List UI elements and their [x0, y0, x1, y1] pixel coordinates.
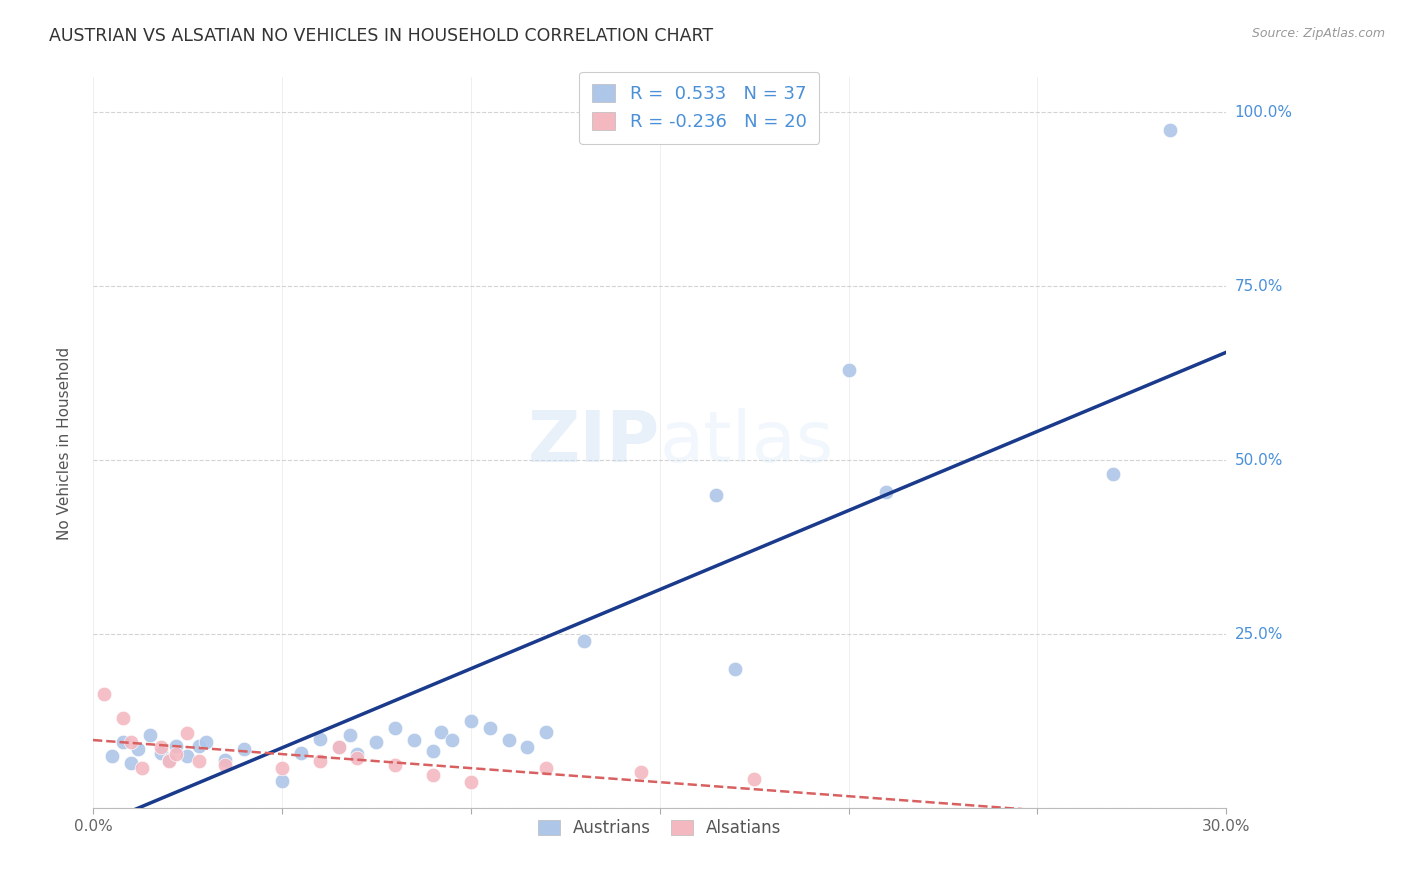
Point	[308, 754, 330, 768]
Point	[460, 714, 482, 729]
Y-axis label: No Vehicles in Household: No Vehicles in Household	[58, 346, 72, 540]
Point	[460, 775, 482, 789]
Point	[328, 740, 350, 755]
Point	[384, 758, 406, 772]
Text: 100.0%: 100.0%	[1234, 104, 1292, 120]
Point	[138, 728, 160, 742]
Point	[176, 749, 198, 764]
Point	[270, 773, 292, 788]
Point	[214, 758, 236, 772]
Point	[536, 724, 558, 739]
Point	[112, 711, 135, 725]
Point	[112, 735, 135, 749]
Point	[157, 754, 180, 768]
Point	[127, 742, 149, 756]
Point	[478, 722, 501, 736]
Point	[572, 634, 595, 648]
Point	[187, 739, 209, 753]
Text: Source: ZipAtlas.com: Source: ZipAtlas.com	[1251, 27, 1385, 40]
Point	[328, 740, 350, 755]
Point	[101, 749, 124, 764]
Point	[724, 662, 747, 676]
Point	[165, 747, 187, 761]
Point	[150, 740, 173, 755]
Point	[440, 733, 463, 747]
Point	[93, 687, 115, 701]
Point	[704, 488, 727, 502]
Text: 50.0%: 50.0%	[1234, 453, 1282, 467]
Point	[516, 740, 538, 755]
Point	[742, 772, 765, 787]
Point	[1102, 467, 1125, 482]
Point	[187, 754, 209, 768]
Text: AUSTRIAN VS ALSATIAN NO VEHICLES IN HOUSEHOLD CORRELATION CHART: AUSTRIAN VS ALSATIAN NO VEHICLES IN HOUS…	[49, 27, 713, 45]
Point	[422, 768, 444, 782]
Point	[157, 753, 180, 767]
Point	[429, 724, 451, 739]
Point	[120, 756, 142, 771]
Point	[875, 484, 897, 499]
Point	[366, 735, 388, 749]
Point	[536, 761, 558, 775]
Point	[346, 751, 368, 765]
Point	[308, 731, 330, 746]
Point	[630, 765, 652, 780]
Text: atlas: atlas	[659, 409, 834, 477]
Point	[270, 761, 292, 775]
Point	[233, 742, 256, 756]
Point	[837, 363, 859, 377]
Text: 75.0%: 75.0%	[1234, 279, 1282, 293]
Point	[120, 735, 142, 749]
Point	[176, 726, 198, 740]
Point	[346, 747, 368, 761]
Point	[290, 746, 312, 760]
Point	[214, 753, 236, 767]
Text: 25.0%: 25.0%	[1234, 627, 1282, 642]
Point	[150, 746, 173, 760]
Point	[339, 728, 361, 742]
Point	[1159, 122, 1181, 136]
Point	[422, 744, 444, 758]
Legend: Austrians, Alsatians: Austrians, Alsatians	[531, 813, 787, 844]
Point	[498, 733, 520, 747]
Text: ZIP: ZIP	[527, 409, 659, 477]
Point	[131, 761, 153, 775]
Point	[165, 739, 187, 753]
Point	[404, 733, 426, 747]
Point	[195, 735, 218, 749]
Point	[384, 722, 406, 736]
